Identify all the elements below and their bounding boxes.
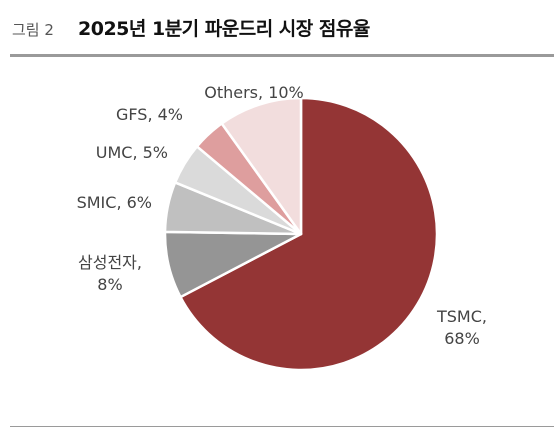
slice-label-others: Others, 10% [204, 83, 304, 102]
slice-label-smic: SMIC, 6% [77, 193, 152, 212]
pie-slice-tsmc [179, 96, 439, 372]
chart-title: 2025년 1분기 파운드리 시장 점유율 [78, 18, 370, 40]
footer-divider [10, 426, 554, 427]
slice-label-gfs: GFS, 4% [116, 105, 183, 124]
slice-label-umc: UMC, 5% [96, 143, 168, 162]
figure-header: 그림 2 2025년 1분기 파운드리 시장 점유율 [0, 0, 554, 54]
header-divider [10, 54, 554, 57]
slice-label-삼성전자: 삼성전자, 8% [78, 253, 142, 294]
figure-number: 그림 2 [12, 21, 54, 39]
pie-slice-others [220, 96, 303, 236]
slice-label-tsmc: TSMC, 68% [436, 307, 487, 348]
